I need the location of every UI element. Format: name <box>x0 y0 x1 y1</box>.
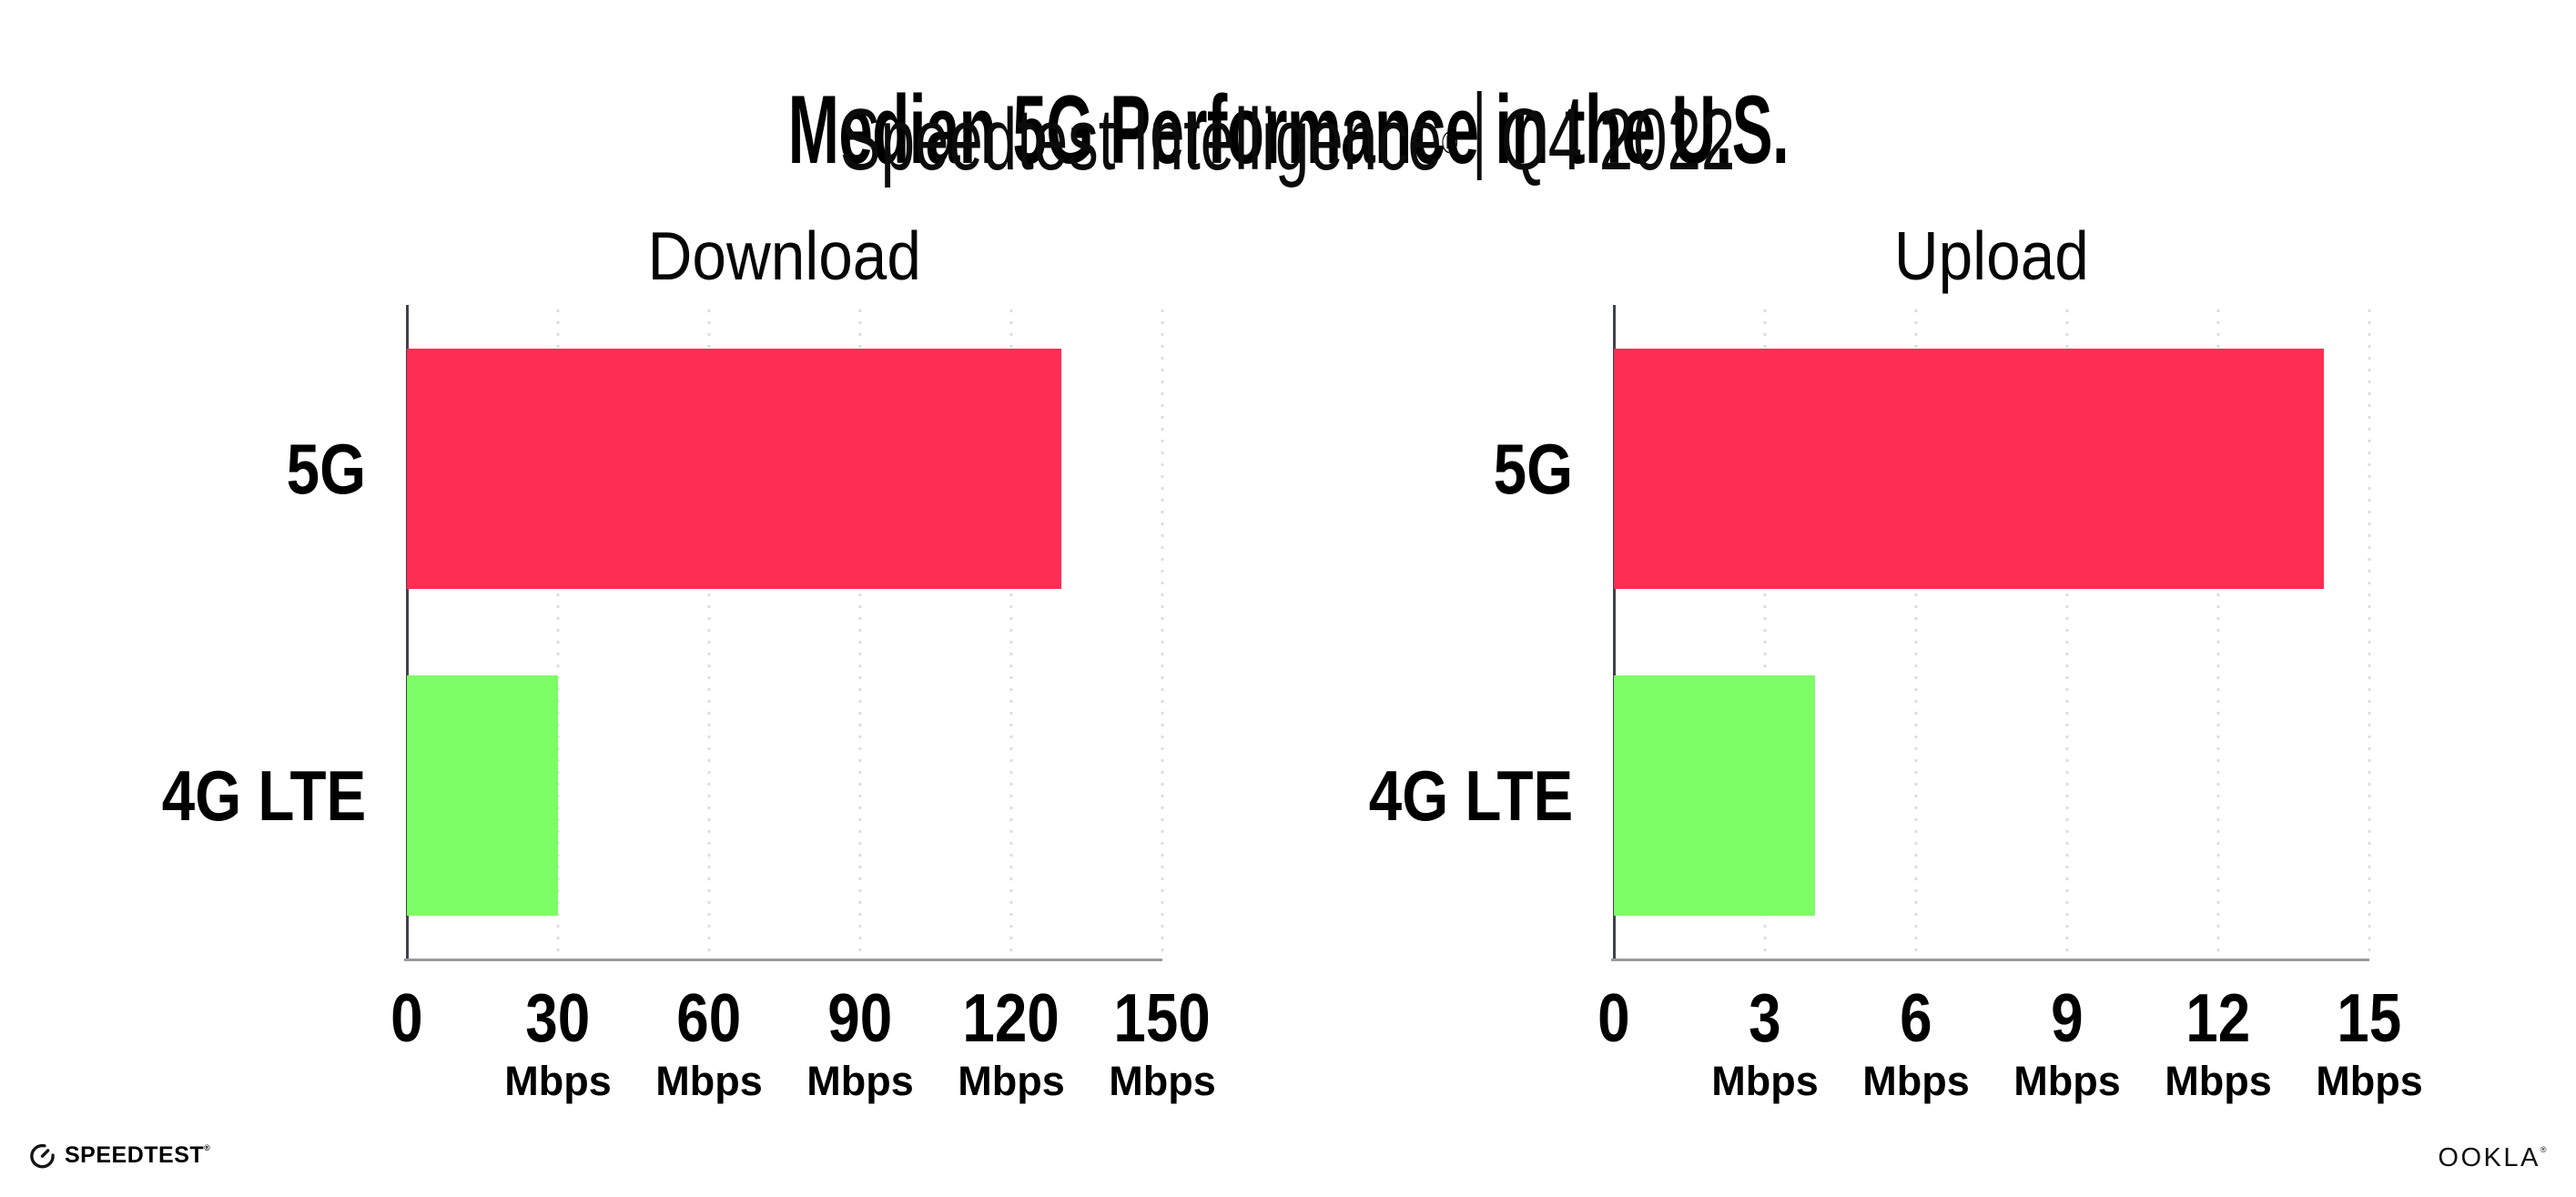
ookla-logo: OOKLA® <box>2438 1143 2549 1173</box>
tick-value-0: 0 <box>1514 984 1714 1052</box>
tick-label-0: 0 <box>307 984 507 1052</box>
tick-value-12-text: 12 <box>2186 979 2251 1056</box>
gridline-3-mbps <box>1763 305 1767 959</box>
tick-value-90-text: 90 <box>827 979 893 1056</box>
tick-value-0: 0 <box>307 984 507 1052</box>
category-label-4g-lte: 4G LTE <box>66 760 366 831</box>
tick-unit-3: Mbps <box>1711 1058 1819 1104</box>
tick-label-120: 120 Mbps <box>911 984 1111 1103</box>
gridline-90-mbps <box>858 305 862 959</box>
download-x-axis-baseline <box>404 958 1162 961</box>
gridline-15-mbps <box>2368 305 2371 959</box>
ookla-wordmark: OOKLA <box>2438 1143 2541 1172</box>
speedtest-trademark-icon: ® <box>204 1143 211 1152</box>
ookla-trademark-icon: ® <box>2540 1145 2549 1154</box>
tick-label-6: 6 Mbps <box>1816 984 2016 1103</box>
tick-label-12: 12 Mbps <box>2118 984 2318 1103</box>
bar-5g-download <box>407 348 1062 589</box>
tick-label-90: 90 Mbps <box>760 984 960 1103</box>
tick-value-120-text: 120 <box>962 979 1060 1056</box>
bar-4g-lte-download <box>407 675 558 917</box>
gridline-9-mbps <box>2065 305 2069 959</box>
upload-chart-title-text: Upload <box>1894 218 2089 294</box>
gridline-60-mbps <box>707 305 711 959</box>
tick-label-9: 9 Mbps <box>1967 984 2167 1103</box>
page-subtitle: Speedtest Intelligence® Q4 2022 <box>0 91 2576 187</box>
gridline-150-mbps <box>1161 305 1164 959</box>
upload-chart: Upload 5G 4G LTE 0 3 Mbps 6 Mbps 9 Mbps 12 Mbps 15 Mb… <box>1369 220 2423 1103</box>
tick-unit-60: Mbps <box>655 1058 763 1104</box>
upload-y-axis-line <box>1612 305 1616 959</box>
tick-unit-150: Mbps <box>1109 1058 1216 1104</box>
tick-label-150: 150 Mbps <box>1062 984 1263 1103</box>
upload-chart-title: Upload <box>1614 220 2369 291</box>
gridline-6-mbps <box>1914 305 1918 959</box>
category-label-4g-lte-text: 4G LTE <box>1368 756 1573 837</box>
subtitle-separator-bar <box>1477 91 1482 180</box>
tick-unit-12: Mbps <box>2165 1058 2272 1104</box>
speedtest-wordmark: SPEEDTEST® <box>65 1142 211 1168</box>
tick-value-6: 6 <box>1816 984 2016 1052</box>
subtitle-brand: Speedtest Intelligence <box>840 91 1443 188</box>
gridline-12-mbps <box>2216 305 2220 959</box>
tick-value-15-text: 15 <box>2337 979 2402 1056</box>
tick-value-30-text: 30 <box>525 979 591 1056</box>
tick-value-120: 120 <box>911 984 1111 1052</box>
tick-value-0-text: 0 <box>390 979 423 1056</box>
page-title-text: Median 5G Performance in the U.S. <box>787 74 1789 184</box>
category-label-4g-lte: 4G LTE <box>1273 760 1573 831</box>
tick-value-6-text: 6 <box>1900 979 1932 1056</box>
page-subtitle-text: Speedtest Intelligence® Q4 2022 <box>840 91 1736 187</box>
tick-unit-6: Mbps <box>1862 1058 1970 1104</box>
tick-value-60-text: 60 <box>676 979 742 1056</box>
tick-label-3: 3 Mbps <box>1665 984 1865 1103</box>
category-label-5g: 5G <box>1273 433 1573 504</box>
tick-label-0: 0 <box>1514 984 1714 1052</box>
tick-value-15: 15 <box>2269 984 2470 1052</box>
gridline-120-mbps <box>1009 305 1013 959</box>
speedtest-logo: SPEEDTEST® <box>28 1141 210 1170</box>
tick-value-3: 3 <box>1665 984 1865 1052</box>
category-label-5g: 5G <box>66 433 366 504</box>
tick-value-12: 12 <box>2118 984 2318 1052</box>
download-y-axis-line <box>405 305 409 959</box>
tick-unit-30: Mbps <box>504 1058 612 1104</box>
category-label-4g-lte-text: 4G LTE <box>161 756 366 837</box>
tick-value-9-text: 9 <box>2051 979 2084 1056</box>
upload-x-axis-baseline <box>1611 958 2369 961</box>
tick-unit-15: Mbps <box>2316 1058 2423 1104</box>
tick-value-90: 90 <box>760 984 960 1052</box>
category-label-5g-text: 5G <box>286 428 366 509</box>
tick-value-3-text: 3 <box>1749 979 1781 1056</box>
category-label-5g-text: 5G <box>1493 428 1573 509</box>
tick-value-30: 30 <box>458 984 658 1052</box>
tick-unit-90: Mbps <box>806 1058 914 1104</box>
tick-value-9: 9 <box>1967 984 2167 1052</box>
tick-label-60: 60 Mbps <box>609 984 809 1103</box>
download-chart: Download 5G 4G LTE 0 30 Mbps 60 Mbps 90 Mbps 120 Mb… <box>162 220 1216 1103</box>
tick-label-30: 30 Mbps <box>458 984 658 1103</box>
tick-unit-9: Mbps <box>2013 1058 2121 1104</box>
subtitle-period: Q4 2022 <box>1500 91 1736 188</box>
page-title: Median 5G Performance in the U.S. <box>0 78 2576 180</box>
download-chart-title-text: Download <box>647 218 922 294</box>
bar-5g-upload <box>1614 348 2325 589</box>
tick-value-150: 150 <box>1062 984 1263 1052</box>
tick-value-150-text: 150 <box>1113 979 1212 1056</box>
tick-label-15: 15 Mbps <box>2269 984 2470 1103</box>
registered-trademark-icon: ® <box>1442 126 1459 160</box>
tick-value-60: 60 <box>609 984 809 1052</box>
bar-4g-lte-upload <box>1614 675 1816 917</box>
gridline-30-mbps <box>556 305 560 959</box>
tick-unit-120: Mbps <box>958 1058 1065 1104</box>
speedtest-gauge-icon <box>30 1143 55 1169</box>
download-chart-title: Download <box>407 220 1162 291</box>
tick-value-0-text: 0 <box>1597 979 1630 1056</box>
